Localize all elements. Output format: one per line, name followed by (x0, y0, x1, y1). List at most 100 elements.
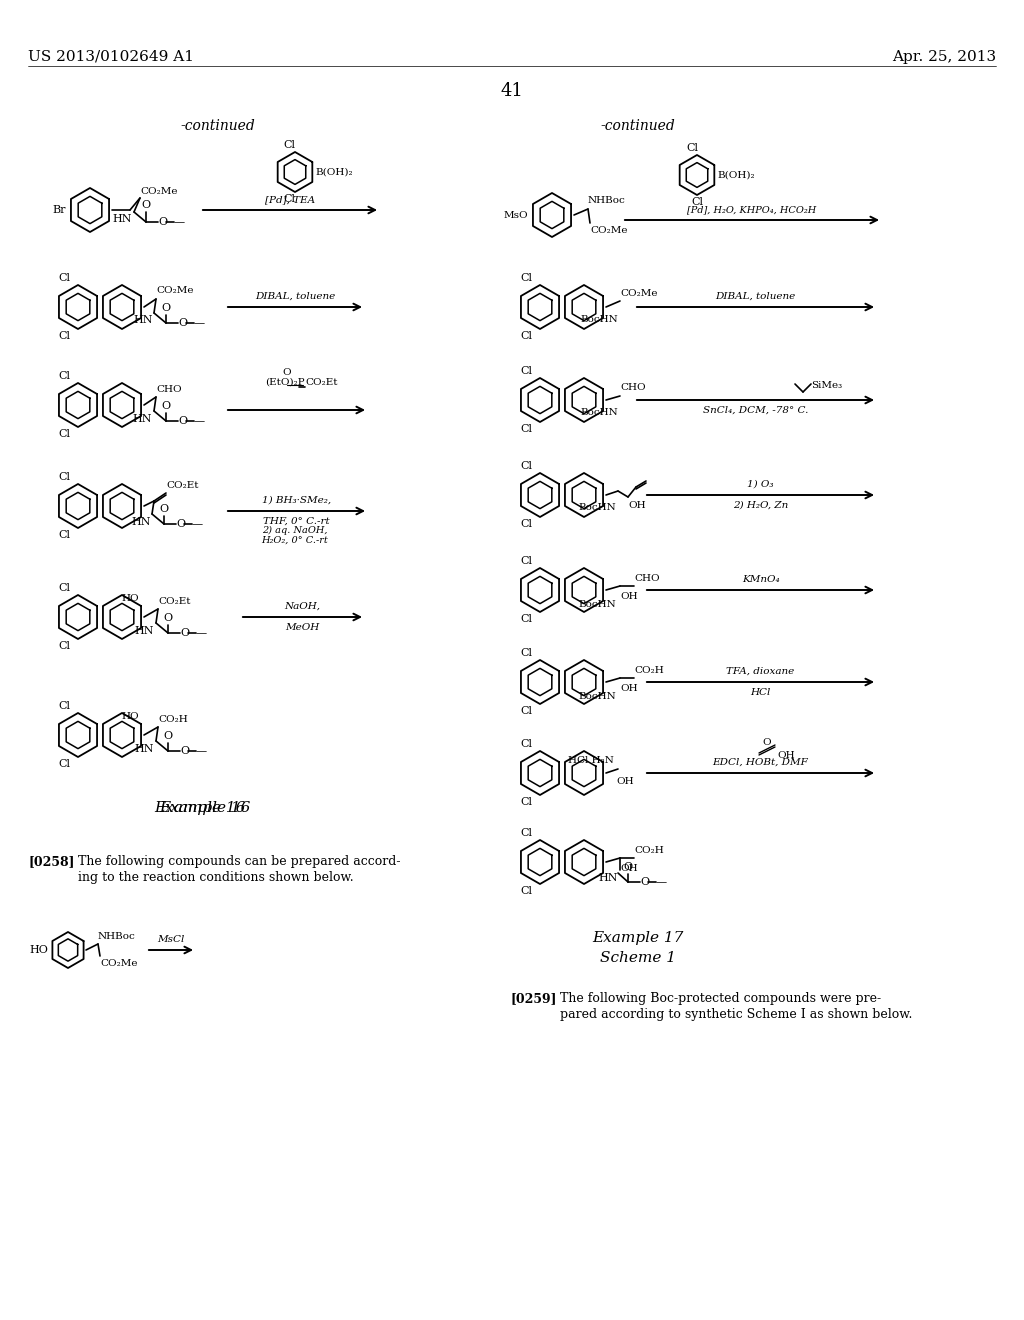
Text: NaOH,: NaOH, (285, 602, 321, 611)
Text: Cl: Cl (520, 366, 532, 376)
Text: OH: OH (616, 777, 634, 785)
Text: Cl: Cl (58, 701, 70, 711)
Text: O: O (176, 519, 185, 529)
Text: US 2013/0102649 A1: US 2013/0102649 A1 (28, 50, 194, 63)
Text: CHO: CHO (634, 574, 659, 583)
Text: CO₂Me: CO₂Me (620, 289, 657, 298)
Text: Cl: Cl (520, 519, 532, 529)
Text: BocHN: BocHN (579, 601, 616, 609)
Text: Cl: Cl (520, 556, 532, 566)
Text: CHO: CHO (156, 385, 181, 393)
Text: Cl: Cl (520, 886, 532, 896)
Text: —: — (194, 318, 205, 327)
Text: [Pd], H₂O, KHPO₄, HCO₂H: [Pd], H₂O, KHPO₄, HCO₂H (687, 205, 816, 214)
Text: —: — (656, 876, 667, 887)
Text: 2) aq. NaOH,: 2) aq. NaOH, (262, 525, 328, 535)
Text: OH: OH (777, 751, 795, 759)
Text: Cl: Cl (520, 739, 532, 748)
Text: Cl: Cl (58, 429, 70, 440)
Text: MsO: MsO (504, 210, 528, 219)
Text: HN: HN (598, 873, 618, 883)
Text: Cl: Cl (686, 143, 698, 153)
Text: O: O (180, 628, 189, 638)
Text: CO₂H: CO₂H (634, 667, 664, 675)
Text: O: O (164, 731, 173, 741)
Text: O: O (763, 738, 771, 747)
Text: CO₂Me: CO₂Me (140, 187, 177, 195)
Text: Cl: Cl (58, 642, 70, 651)
Text: BocHN: BocHN (579, 503, 616, 512)
Text: CO₂H: CO₂H (158, 715, 187, 723)
Text: Example 16: Example 16 (160, 801, 251, 814)
Text: Cl: Cl (520, 797, 532, 807)
Text: B(OH)₂: B(OH)₂ (717, 170, 755, 180)
Text: The following Boc-protected compounds were pre-: The following Boc-protected compounds we… (560, 993, 881, 1005)
Text: Example 16: Example 16 (155, 801, 246, 814)
Text: Apr. 25, 2013: Apr. 25, 2013 (892, 50, 996, 63)
Text: NHBoc: NHBoc (588, 195, 626, 205)
Text: HCl H₂N: HCl H₂N (568, 756, 614, 766)
Text: O: O (160, 504, 169, 513)
Text: 1) O₃: 1) O₃ (748, 480, 774, 488)
Text: Cl: Cl (520, 331, 532, 341)
Text: O: O (178, 318, 187, 327)
Text: TFA, dioxane: TFA, dioxane (726, 667, 795, 676)
Text: The following compounds can be prepared accord-: The following compounds can be prepared … (78, 855, 400, 869)
Text: Cl: Cl (520, 424, 532, 434)
Text: O: O (158, 216, 167, 227)
Text: 2) H₂O, Zn: 2) H₂O, Zn (733, 502, 788, 510)
Text: Br: Br (52, 205, 66, 215)
Text: O: O (164, 612, 173, 623)
Text: Cl: Cl (520, 273, 532, 282)
Text: CO₂Et: CO₂Et (166, 480, 199, 490)
Text: HN: HN (131, 517, 151, 527)
Text: Cl: Cl (58, 583, 70, 593)
Text: HCl: HCl (751, 688, 771, 697)
Text: -continued: -continued (180, 119, 255, 133)
Text: OH: OH (620, 865, 638, 873)
Text: [Pd], TEA: [Pd], TEA (265, 195, 315, 205)
Text: BocHN: BocHN (579, 692, 616, 701)
Text: pared according to synthetic Scheme I as shown below.: pared according to synthetic Scheme I as… (560, 1008, 912, 1020)
Text: BocHN: BocHN (581, 315, 618, 323)
Text: O: O (283, 368, 291, 378)
Text: B(OH)₂: B(OH)₂ (315, 168, 352, 177)
Text: Cl: Cl (58, 371, 70, 381)
Text: HO: HO (122, 711, 139, 721)
Text: O: O (180, 746, 189, 756)
Text: (EtO)₂P: (EtO)₂P (265, 378, 304, 387)
Text: THF, 0° C.-rt: THF, 0° C.-rt (263, 517, 330, 525)
Text: CO₂Me: CO₂Me (156, 286, 194, 294)
Text: O: O (162, 304, 171, 313)
Text: Cl: Cl (58, 531, 70, 540)
Text: Cl: Cl (520, 706, 532, 715)
Text: Cl: Cl (283, 194, 295, 205)
Text: Cl: Cl (283, 140, 295, 150)
Text: OH: OH (620, 591, 638, 601)
Text: Cl: Cl (58, 273, 70, 282)
Text: NHBoc: NHBoc (98, 932, 136, 941)
Text: KMnO₄: KMnO₄ (741, 576, 779, 583)
Text: CO₂H: CO₂H (634, 846, 664, 855)
Text: O: O (178, 416, 187, 426)
Text: —: — (193, 519, 203, 529)
Text: OH: OH (628, 502, 645, 510)
Text: Cl: Cl (520, 648, 532, 657)
Text: OH: OH (620, 684, 638, 693)
Text: Cl: Cl (691, 197, 703, 207)
Text: SnCl₄, DCM, -78° C.: SnCl₄, DCM, -78° C. (702, 407, 808, 414)
Text: O: O (162, 401, 171, 411)
Text: H₂O₂, 0° C.-rt: H₂O₂, 0° C.-rt (261, 536, 329, 545)
Text: MeOH: MeOH (286, 623, 319, 632)
Text: HN: HN (113, 214, 132, 224)
Text: Example 17: Example 17 (592, 931, 684, 945)
Text: HN: HN (132, 414, 152, 424)
Text: —: — (196, 746, 207, 756)
Text: —: — (194, 416, 205, 426)
Text: DIBAL, toluene: DIBAL, toluene (716, 292, 796, 301)
Text: MsCl: MsCl (158, 935, 184, 944)
Text: —: — (196, 628, 207, 638)
Text: O: O (141, 201, 151, 210)
Text: EDCl, HOBt, DMF: EDCl, HOBt, DMF (713, 758, 808, 767)
Text: HN: HN (134, 626, 154, 636)
